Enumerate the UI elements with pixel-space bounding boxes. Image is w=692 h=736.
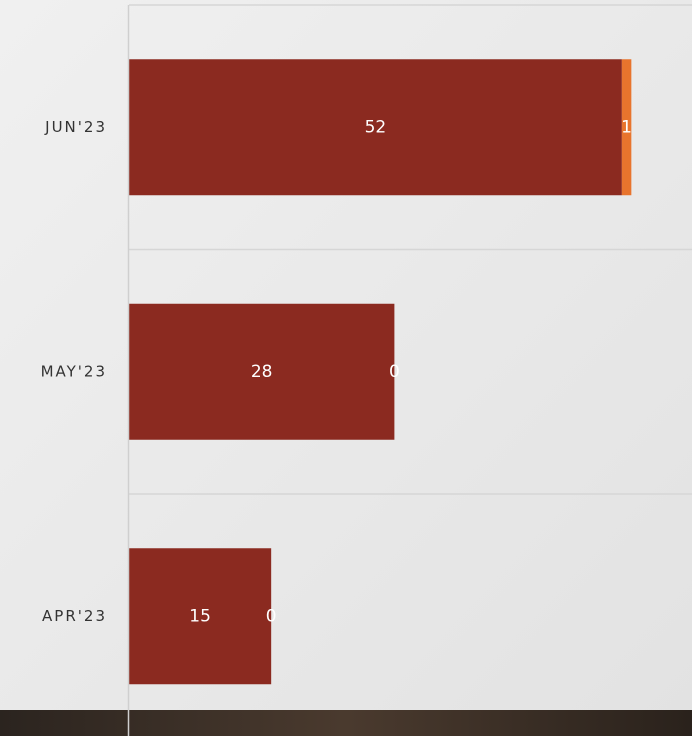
- data-label: 0: [389, 362, 400, 382]
- data-label: 15: [189, 606, 211, 626]
- y-tick-label: MAY'23: [41, 362, 107, 380]
- data-label: 1: [621, 117, 632, 137]
- bar-segment: [621, 59, 632, 196]
- data-label: 28: [251, 362, 273, 382]
- bar-segment: [129, 303, 395, 440]
- bottom-strip: [0, 710, 692, 736]
- plot-area: JUN'23 52 1 MAY'23 28 0 APR'23 15 0: [41, 4, 692, 685]
- data-label: 52: [365, 117, 387, 137]
- bar-segment: [129, 548, 272, 685]
- y-tick-label: JUN'23: [44, 118, 107, 136]
- y-tick-label: APR'23: [42, 607, 107, 625]
- data-label: 0: [266, 606, 277, 626]
- bar-segment: [129, 59, 622, 196]
